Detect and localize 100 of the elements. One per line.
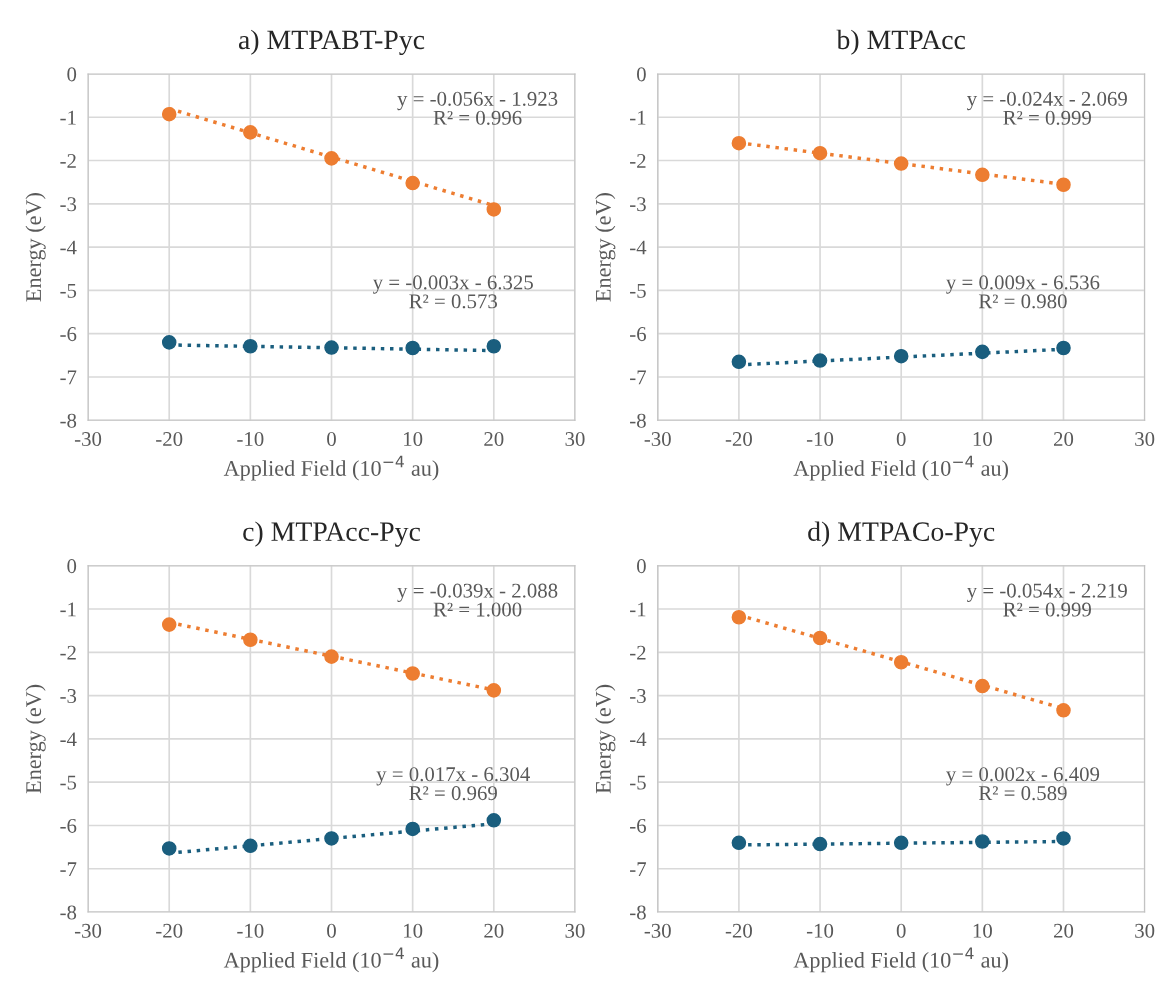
x-axis-title: Applied Field (10$^{−4}$ au) (223, 455, 439, 481)
annotation: y = -0.024x - 2.069 R² = 0.999 (967, 91, 1127, 125)
x-tick-label: -20 (725, 431, 752, 447)
x-tick-label: -10 (237, 923, 264, 938)
point (975, 167, 990, 183)
x-tick-label: -10 (806, 923, 834, 938)
x-tick-label: -20 (156, 431, 183, 447)
point (1056, 340, 1071, 356)
y-tick-label: -2 (60, 153, 76, 168)
point (893, 156, 909, 171)
point (405, 340, 420, 356)
point (486, 202, 502, 217)
y-tick-label: -5 (630, 775, 646, 790)
point (1056, 177, 1071, 193)
x-tick-label: -30 (644, 923, 671, 938)
x-tick-label: 10 (973, 431, 992, 447)
y-tick-label: -7 (630, 370, 647, 385)
x-tick-label: -20 (725, 923, 752, 938)
y-axis-title: Energy (eV) (595, 193, 616, 302)
x-tick-label: -10 (237, 431, 264, 447)
y-axis-title: Energy (eV) (25, 193, 46, 302)
point (1056, 831, 1071, 846)
x-tick-label: -20 (156, 923, 183, 938)
y-tick-label: -5 (60, 283, 77, 298)
x-tick-label: -30 (74, 431, 102, 447)
point (486, 338, 502, 354)
point (812, 630, 828, 646)
y-tick-label: -4 (630, 240, 647, 255)
point (243, 632, 258, 648)
x-tick-label: 20 (1054, 923, 1074, 938)
y-tick-label: -3 (60, 197, 77, 212)
point (893, 654, 909, 670)
point (486, 812, 502, 828)
chart-title: d) MTPACo-Pyc (808, 521, 995, 547)
point (161, 617, 177, 632)
x-tick-label: -30 (74, 923, 102, 938)
annotation: y = 0.017x - 6.304 R² = 0.969 (376, 767, 530, 801)
y-tick-label: -3 (60, 689, 77, 704)
x-tick-label: 20 (484, 923, 504, 938)
point (975, 834, 990, 849)
chart-title: a) MTPABT-Pyc (238, 29, 425, 55)
x-tick-label: -30 (644, 431, 671, 447)
y-tick-label: 0 (67, 67, 77, 82)
x-tick-label: 0 (327, 431, 336, 447)
y-tick-label: -4 (630, 732, 647, 747)
x-tick-label: 10 (973, 923, 992, 938)
x-tick-label: 10 (404, 431, 423, 447)
y-tick-label: -5 (60, 775, 77, 790)
point (324, 151, 339, 166)
x-tick-label: 30 (565, 431, 585, 447)
x-tick-label: 0 (327, 923, 336, 938)
y-tick-label: -7 (60, 370, 77, 385)
x-tick-label: 0 (896, 431, 906, 447)
y-tick-label: -8 (630, 905, 646, 920)
x-tick-label: 30 (1135, 431, 1155, 447)
y-tick-label: 0 (67, 559, 77, 574)
chart-title: c) MTPAcc-Pyc (243, 521, 421, 547)
x-tick-label: -10 (806, 431, 834, 447)
point (731, 609, 747, 625)
point (324, 649, 339, 664)
x-tick-label: 0 (896, 923, 906, 938)
x-tick-label: 10 (404, 923, 423, 938)
x-tick-label: 20 (484, 431, 504, 447)
point (1056, 703, 1071, 718)
point (975, 678, 990, 694)
point (161, 106, 177, 122)
x-tick-label: 30 (1135, 923, 1155, 938)
y-tick-label: -6 (630, 818, 647, 833)
y-tick-label: -6 (60, 818, 77, 833)
point (812, 836, 828, 852)
point (405, 175, 420, 191)
x-axis-title: Applied Field (10$^{−4}$ au) (223, 947, 439, 973)
annotation: y = -0.054x - 2.219 R² = 0.999 (967, 583, 1127, 617)
point (812, 353, 828, 368)
point (893, 835, 909, 851)
annotation: y = -0.039x - 2.088 R² = 1.000 (397, 583, 558, 617)
y-tick-label: -8 (60, 905, 77, 920)
y-tick-label: -5 (630, 283, 646, 298)
y-tick-label: -6 (630, 327, 647, 342)
point (405, 666, 420, 681)
y-tick-label: -6 (60, 327, 77, 342)
point (405, 821, 420, 837)
point (731, 835, 747, 851)
y-tick-label: -1 (60, 110, 76, 125)
point (243, 338, 258, 354)
point (975, 344, 990, 360)
point (243, 125, 258, 140)
y-tick-label: -1 (630, 110, 646, 125)
y-tick-label: 0 (637, 67, 646, 82)
y-tick-label: 0 (637, 559, 646, 574)
annotation: y = -0.003x - 6.325 R² = 0.573 (372, 275, 533, 309)
y-tick-label: -2 (630, 645, 646, 660)
y-tick-label: -4 (60, 732, 77, 747)
point (324, 340, 339, 355)
y-tick-label: -1 (630, 602, 646, 617)
x-tick-label: 30 (565, 923, 585, 938)
point (486, 683, 502, 698)
y-tick-label: -8 (630, 413, 646, 428)
y-tick-label: -4 (60, 240, 77, 255)
annotation: y = 0.002x - 6.409 R² = 0.589 (946, 767, 1100, 801)
